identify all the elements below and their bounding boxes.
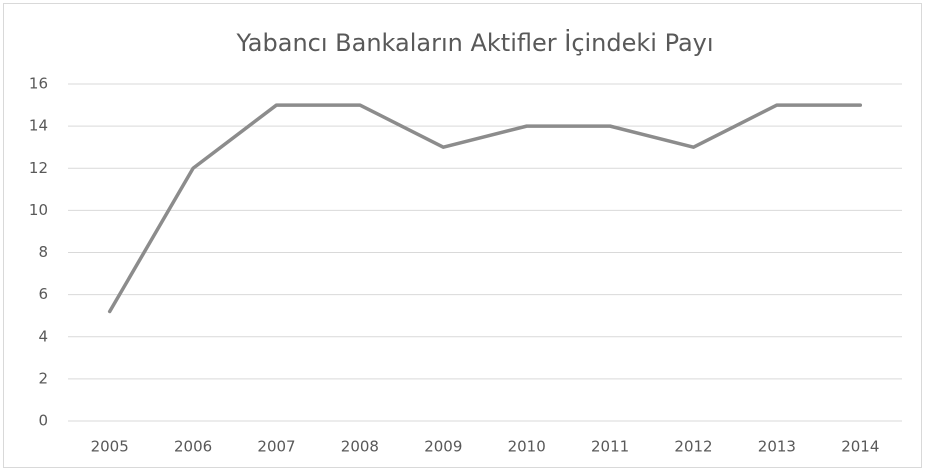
x-tick-label: 2006	[174, 438, 212, 456]
y-tick-label: 2	[38, 369, 48, 387]
data-line	[107, 103, 863, 314]
x-tick-label: 2014	[841, 438, 879, 456]
y-tick-label: 0	[38, 412, 48, 430]
y-tick-label: 12	[29, 159, 48, 177]
chart-border	[3, 3, 922, 468]
x-tick-label: 2008	[341, 438, 379, 456]
y-tick-label: 14	[29, 117, 48, 135]
x-tick-label: 2007	[257, 438, 295, 456]
chart-title: Yabancı Bankaların Aktifler İçindeki Pay…	[235, 28, 713, 57]
x-tick-label: 2011	[591, 438, 629, 456]
x-tick-label: 2009	[424, 438, 462, 456]
y-tick-label: 6	[38, 285, 48, 303]
x-tick-label: 2013	[758, 438, 796, 456]
y-tick-label: 8	[38, 243, 48, 261]
x-tick-label: 2005	[91, 438, 129, 456]
y-tick-label: 10	[29, 201, 48, 219]
x-tick-label: 2010	[508, 438, 546, 456]
y-tick-label: 16	[29, 75, 48, 93]
x-tick-label: 2012	[674, 438, 712, 456]
y-tick-label: 4	[38, 327, 48, 345]
